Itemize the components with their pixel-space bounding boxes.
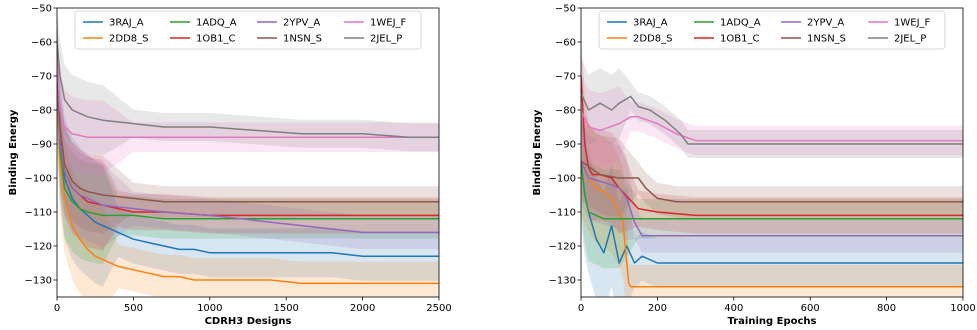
y-tick-label: −130 bbox=[549, 276, 576, 287]
y-axis-label: Binding Energy bbox=[532, 109, 543, 195]
axes-frame bbox=[56, 7, 440, 298]
series-line-1WEJ_F bbox=[581, 109, 963, 142]
x-tick-label: 1000 bbox=[197, 303, 222, 314]
series-line-1NSN_S bbox=[581, 160, 963, 203]
legend-label-2JEL_P: 2JEL_P bbox=[370, 34, 402, 45]
x-tick-label: 2500 bbox=[426, 303, 451, 314]
legend-label-2YPV_A: 2YPV_A bbox=[283, 18, 320, 29]
x-tick-label: 0 bbox=[54, 303, 60, 314]
y-tick-label: −110 bbox=[549, 208, 576, 219]
x-tick-label: 2000 bbox=[350, 303, 375, 314]
series-line-1OB1_C bbox=[581, 75, 963, 217]
y-tick-label: −50 bbox=[555, 4, 576, 15]
axes-frame bbox=[580, 7, 964, 298]
y-tick-label: −90 bbox=[31, 140, 52, 151]
series-band-2JEL_P bbox=[581, 57, 963, 158]
right-chart: 0 200 400 600 800 1000 −130 −120 −110 −100 −90 −80 −… bbox=[532, 4, 976, 328]
series-band-1NSN_S bbox=[581, 121, 963, 218]
series-band-2DD8_S bbox=[57, 38, 439, 297]
y-tick-label: −50 bbox=[31, 4, 52, 15]
legend-box bbox=[74, 10, 422, 50]
series-line-2JEL_P bbox=[581, 92, 963, 145]
series-band-1OB1_C bbox=[57, 13, 439, 251]
legend-label-3RAJ_A: 3RAJ_A bbox=[633, 18, 668, 29]
y-tick-label: −60 bbox=[31, 38, 52, 49]
plot-area bbox=[57, 8, 439, 297]
series-line-1NSN_S bbox=[57, 58, 439, 203]
x-tick-label: 200 bbox=[648, 303, 667, 314]
series-line-1WEJ_F bbox=[57, 58, 439, 138]
y-tick-label: −80 bbox=[31, 106, 52, 117]
series-line-3RAJ_A bbox=[581, 160, 963, 264]
y-tick-label: −70 bbox=[555, 72, 576, 83]
series-line-2JEL_P bbox=[57, 41, 439, 138]
legend: 3RAJ_A 2DD8_S 1ADQ_A 1OB1_C 2YPV_A 1NSN_S 1WEJ… bbox=[598, 10, 946, 50]
series-line-3RAJ_A bbox=[57, 75, 439, 257]
legend-label-1NSN_S: 1NSN_S bbox=[807, 34, 846, 45]
x-tick-label: 500 bbox=[124, 303, 143, 314]
legend-label-1OB1_C: 1OB1_C bbox=[196, 34, 235, 45]
series-line-2YPV_A bbox=[581, 160, 963, 237]
series-line-2DD8_S bbox=[57, 92, 439, 285]
x-tick-label: 800 bbox=[877, 303, 896, 314]
series-band-1WEJ_F bbox=[57, 22, 439, 175]
x-tick-label: 400 bbox=[724, 303, 743, 314]
legend-label-2DD8_S: 2DD8_S bbox=[633, 34, 672, 45]
y-tick-label: −110 bbox=[25, 208, 52, 219]
legend-label-1WEJ_F: 1WEJ_F bbox=[370, 18, 407, 29]
series-band-1NSN_S bbox=[57, 19, 439, 235]
x-tick-label: 1000 bbox=[950, 303, 975, 314]
plot-area bbox=[581, 30, 963, 297]
legend-label-2JEL_P: 2JEL_P bbox=[894, 34, 926, 45]
legend-label-1ADQ_A: 1ADQ_A bbox=[196, 18, 237, 29]
series-band-2YPV_A bbox=[57, 33, 439, 250]
x-tick-label: 600 bbox=[801, 303, 820, 314]
legend-label-1ADQ_A: 1ADQ_A bbox=[720, 18, 761, 29]
legend-label-2YPV_A: 2YPV_A bbox=[807, 18, 844, 29]
series-band-1ADQ_A bbox=[581, 111, 963, 269]
x-axis-label: CDRH3 Designs bbox=[205, 316, 292, 327]
x-tick-label: 1500 bbox=[273, 303, 298, 314]
legend-label-1WEJ_F: 1WEJ_F bbox=[894, 18, 931, 29]
series-band-3RAJ_A bbox=[57, 14, 439, 287]
series-line-1ADQ_A bbox=[57, 75, 439, 220]
legend-label-1OB1_C: 1OB1_C bbox=[720, 34, 759, 45]
series-line-2DD8_S bbox=[581, 160, 963, 288]
y-tick-label: −100 bbox=[549, 174, 576, 185]
legend-box bbox=[598, 10, 946, 50]
series-line-2YPV_A bbox=[57, 75, 439, 234]
series-band-2DD8_S bbox=[581, 106, 963, 297]
series-band-1ADQ_A bbox=[57, 26, 439, 265]
y-tick-label: −80 bbox=[555, 106, 576, 117]
x-axis-label: Training Epochs bbox=[728, 316, 817, 327]
legend-label-2DD8_S: 2DD8_S bbox=[109, 34, 148, 45]
series-band-2JEL_P bbox=[57, 8, 439, 156]
series-band-3RAJ_A bbox=[581, 99, 963, 297]
y-axis-label: Binding Energy bbox=[8, 109, 19, 195]
y-tick-label: −60 bbox=[555, 38, 576, 49]
y-tick-label: −100 bbox=[25, 174, 52, 185]
y-tick-label: −120 bbox=[549, 242, 576, 253]
legend: 3RAJ_A 2DD8_S 1ADQ_A 1OB1_C 2YPV_A 1NSN_S 1WEJ… bbox=[74, 10, 422, 50]
legend-label-1NSN_S: 1NSN_S bbox=[283, 34, 322, 45]
legend-label-3RAJ_A: 3RAJ_A bbox=[109, 18, 144, 29]
y-tick-label: −90 bbox=[555, 140, 576, 151]
series-line-1ADQ_A bbox=[581, 160, 963, 220]
y-tick-label: −130 bbox=[25, 276, 52, 287]
left-chart: 0 500 1000 1500 2000 2500 −130 −120 −110 −100 −90 −… bbox=[8, 4, 452, 328]
x-tick-label: 0 bbox=[578, 303, 584, 314]
y-tick-label: −70 bbox=[31, 72, 52, 83]
y-tick-label: −120 bbox=[25, 242, 52, 253]
